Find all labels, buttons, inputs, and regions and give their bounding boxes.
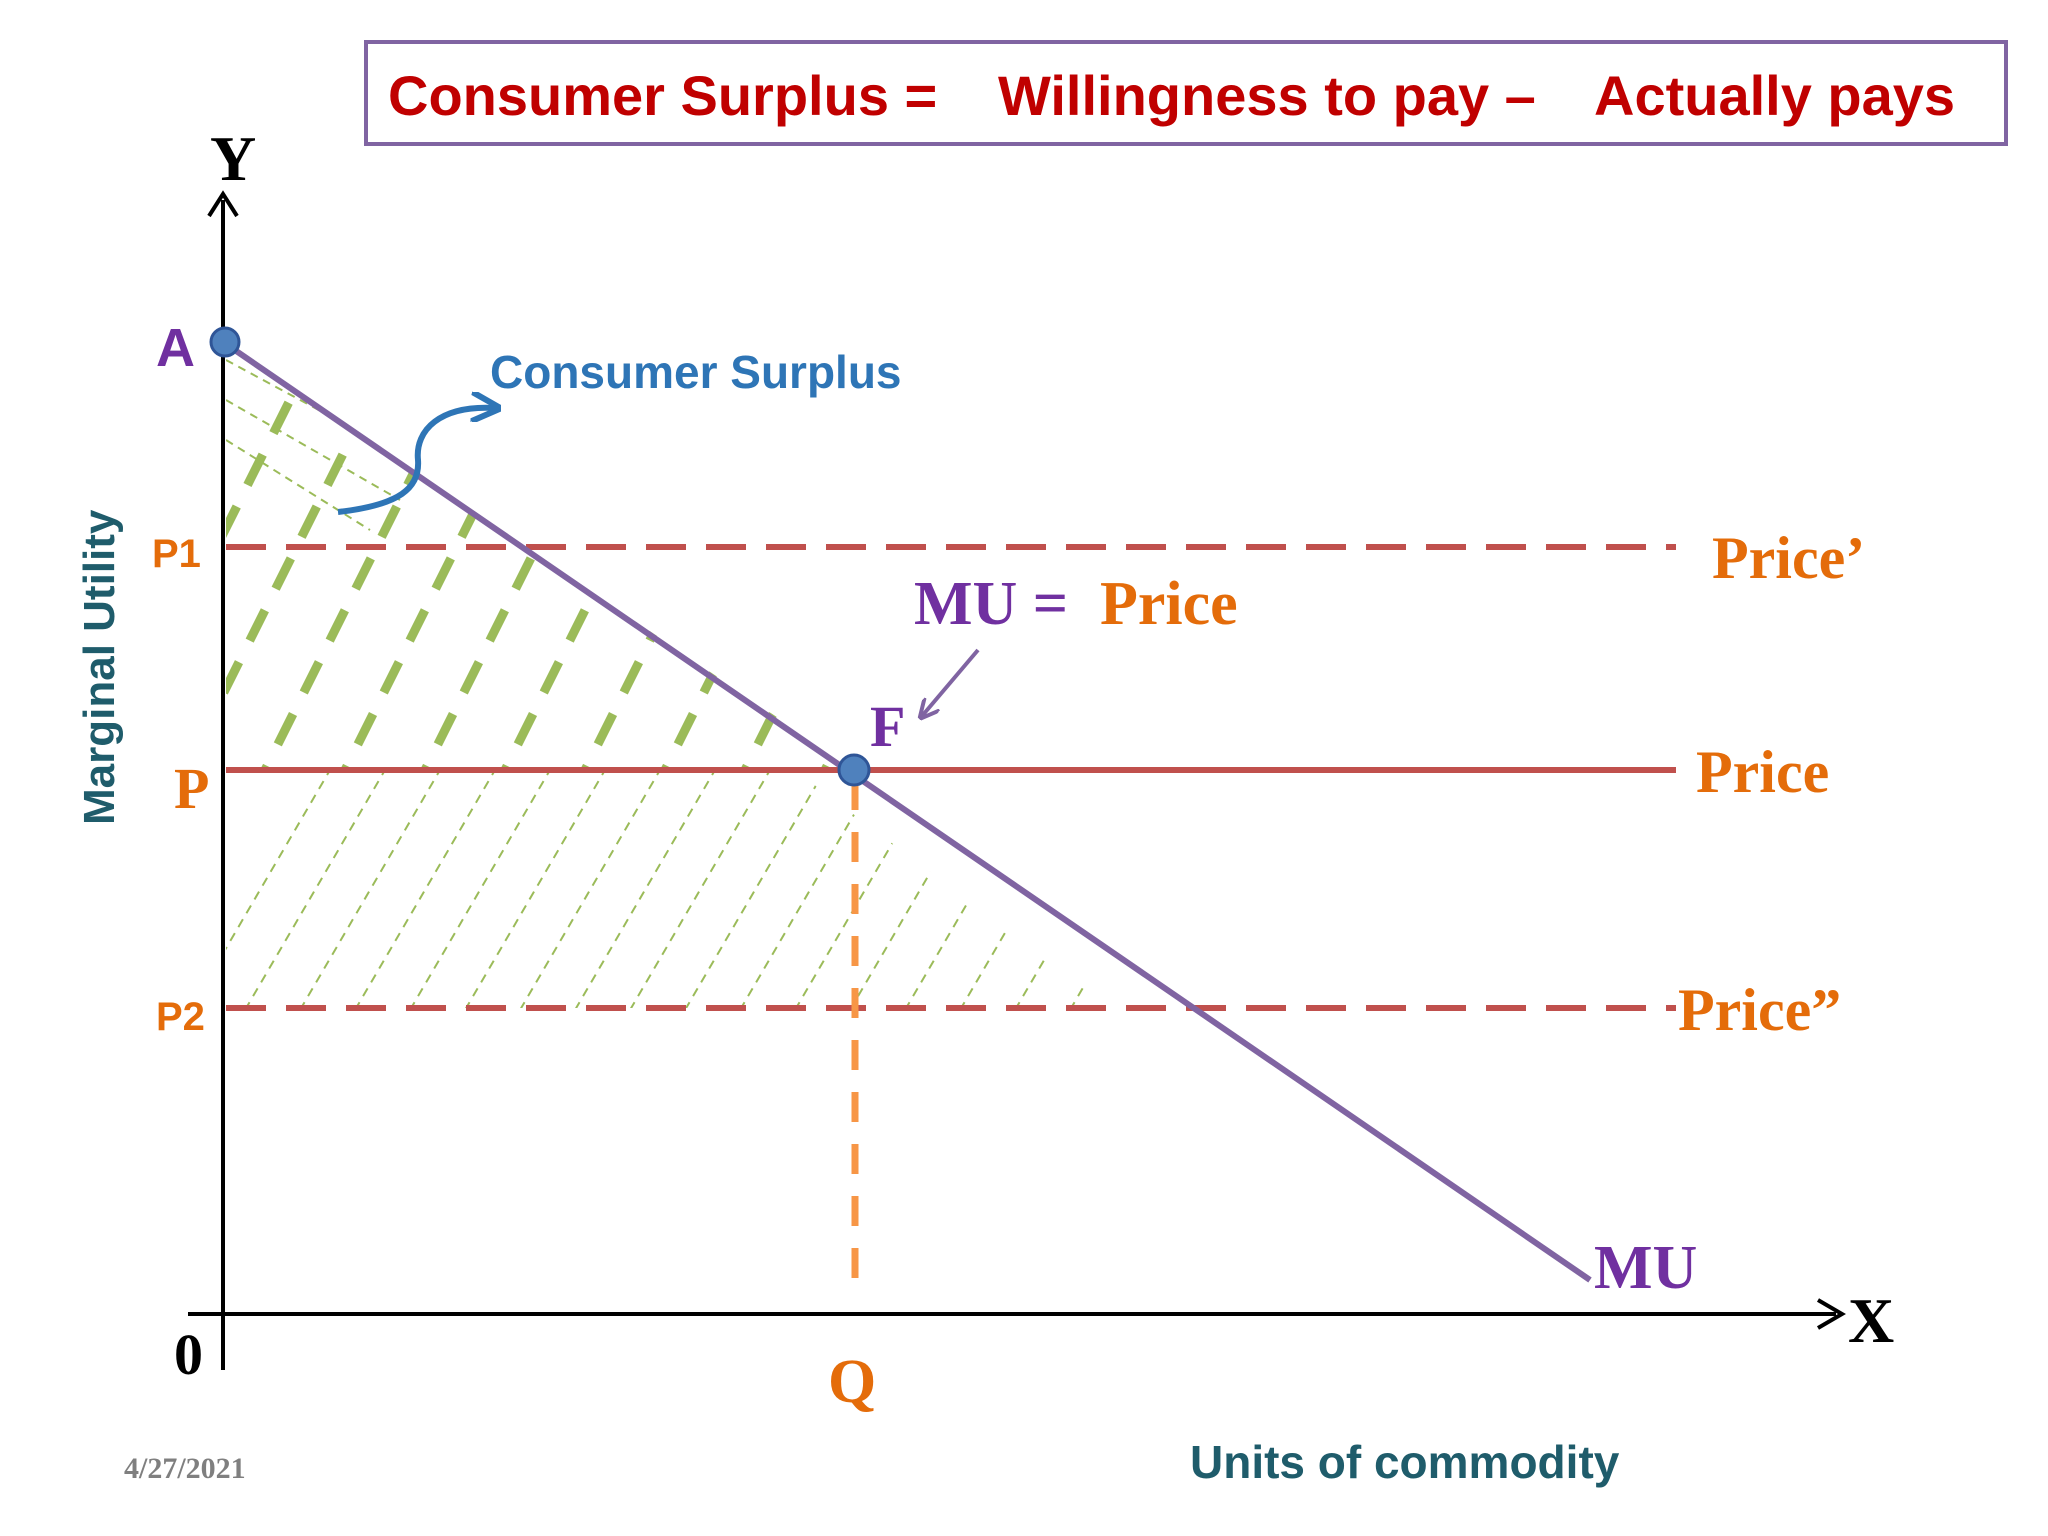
mu-eq-left: MU = [914, 570, 1068, 638]
q-label: Q [828, 1348, 876, 1416]
formula-left: Consumer Surplus = [388, 64, 937, 127]
consumer-surplus-thin-hatch-lower [226, 769, 1112, 1008]
mu-curve [224, 341, 1592, 1283]
y-axis-letter: Y [210, 123, 256, 194]
point-a-label: A [156, 318, 195, 378]
x-axis-letter: X [1848, 1285, 1894, 1356]
point-f-label: F [870, 694, 905, 759]
point-a-marker [209, 326, 241, 358]
p1-label: P1 [152, 532, 201, 576]
price-label: Price [1696, 739, 1829, 805]
formula-box: Consumer Surplus = Willingness to pay – … [364, 40, 2008, 146]
point-f-marker [837, 753, 871, 787]
p-label: P [174, 756, 209, 821]
date-label: 4/27/2021 [124, 1452, 246, 1485]
y-axis-title: Marginal Utility [75, 509, 124, 825]
origin-label: 0 [174, 1322, 203, 1387]
formula-middle: Willingness to pay – [998, 64, 1536, 127]
x-axis-title: Units of commodity [1190, 1436, 1620, 1488]
consumer-surplus-thin-hatch-upper [226, 359, 431, 531]
x-axis-arrowhead [1816, 1298, 1846, 1330]
formula-border [364, 40, 2008, 146]
mu-equals-price-label: MU = Price [914, 570, 1238, 638]
price-double-prime-label: Price” [1678, 977, 1841, 1043]
axes [188, 190, 1846, 1370]
mu-price-arrow [922, 648, 980, 716]
mu-curve-label: MU [1594, 1234, 1697, 1302]
price-prime-label: Price’ [1712, 525, 1865, 591]
consumer-surplus-arrow [337, 408, 495, 515]
mu-eq-right: Price [1100, 570, 1238, 638]
p2-label: P2 [156, 995, 205, 1039]
formula-right: Actually pays [1594, 64, 1955, 127]
consumer-surplus-label: Consumer Surplus [490, 346, 902, 398]
y-axis-arrowhead [207, 190, 239, 218]
